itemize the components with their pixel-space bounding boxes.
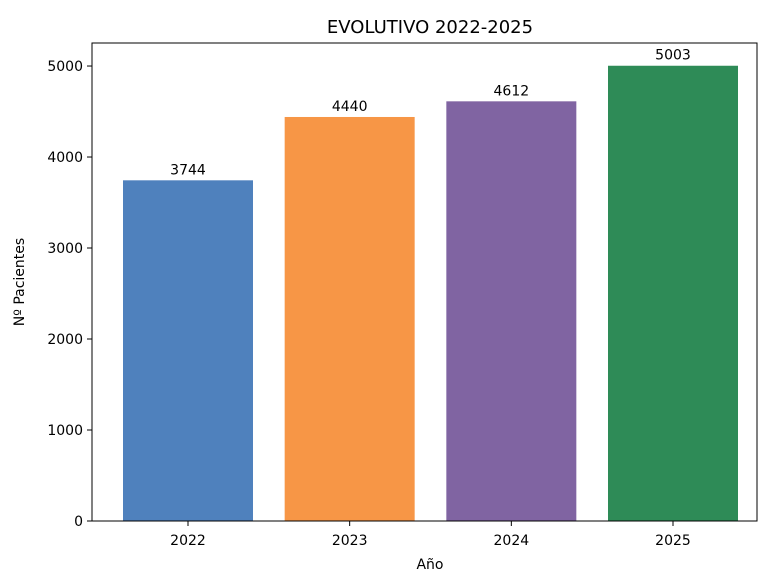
x-tick-label-2024: 2024 bbox=[494, 533, 530, 549]
y-tick-label-0: 0 bbox=[74, 514, 83, 530]
x-tick-label-2025: 2025 bbox=[655, 533, 691, 549]
x-axis-title: Año bbox=[416, 557, 443, 572]
bar-labels-group: 3744 4440 4612 5003 bbox=[170, 48, 691, 179]
y-tick-label-1000: 1000 bbox=[47, 423, 83, 439]
x-axis: 2022 2023 2024 2025 bbox=[170, 521, 691, 549]
chart-title: EVOLUTIVO 2022-2025 bbox=[327, 17, 533, 38]
y-tick-label-3000: 3000 bbox=[47, 241, 83, 257]
plot-frame bbox=[91, 42, 758, 522]
y-tick-label-2000: 2000 bbox=[47, 332, 83, 348]
bar-2022 bbox=[123, 180, 253, 522]
bar-value-label-2025: 5003 bbox=[655, 48, 691, 64]
y-tick-label-4000: 4000 bbox=[47, 150, 83, 166]
bar-2025 bbox=[608, 65, 738, 522]
x-tick-label-2022: 2022 bbox=[170, 533, 206, 549]
y-tick-label-5000: 5000 bbox=[47, 59, 83, 75]
bar-2024 bbox=[446, 101, 577, 522]
bar-2023 bbox=[284, 116, 415, 522]
bars-group bbox=[123, 65, 738, 522]
bar-value-label-2023: 4440 bbox=[332, 99, 368, 115]
y-axis-title: Nº Pacientes bbox=[12, 238, 28, 326]
y-axis: 0 1000 2000 3000 4000 5000 bbox=[47, 59, 92, 530]
bar-value-label-2024: 4612 bbox=[494, 83, 530, 99]
x-tick-label-2023: 2023 bbox=[332, 533, 368, 549]
bar-value-label-2022: 3744 bbox=[170, 162, 206, 178]
